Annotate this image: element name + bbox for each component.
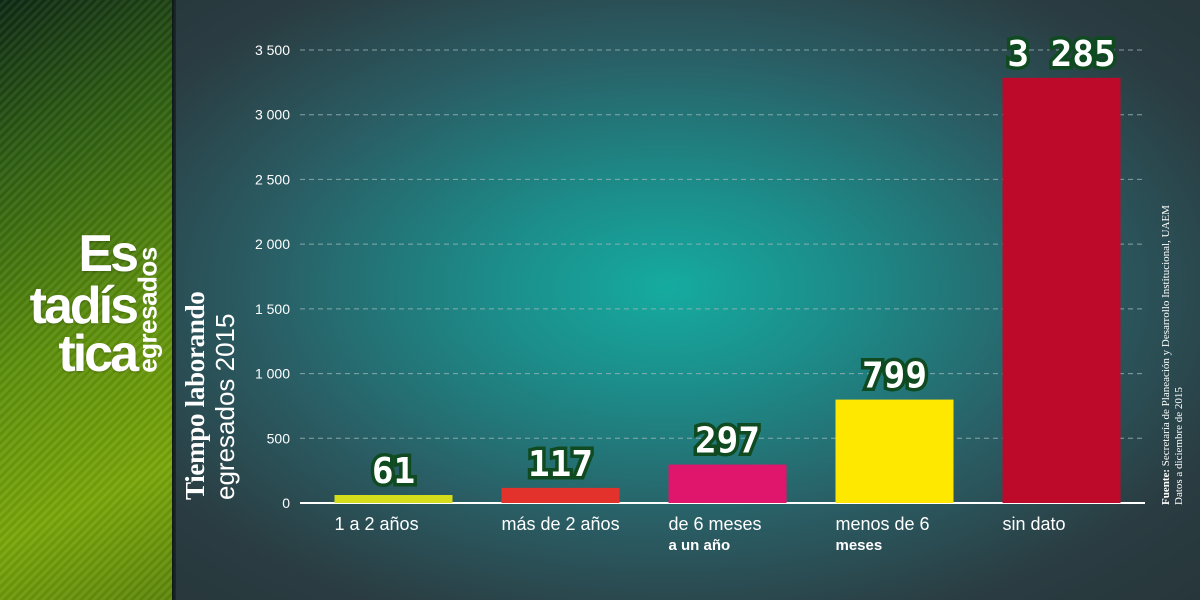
data-label: 61 [372,451,415,492]
y-axis-title-line-1: Tiempo laborando [180,291,210,501]
category-label: sin dato [1003,514,1066,534]
bar [1002,77,1121,503]
y-tick-label: 2 500 [255,171,290,187]
bar [334,495,453,503]
category-label: de 6 meses [669,514,762,534]
y-axis-title: Tiempo laborando egresados 2015 [180,292,240,501]
logo-line-3: tica [58,325,139,383]
category-label-line-2: meses [836,537,883,554]
logo-line-2: tadís [29,277,139,335]
category-label: 1 a 2 años [335,514,419,534]
y-tick-label: 3 500 [255,42,290,58]
source-label: Fuente: [1160,468,1172,505]
source-text: Secretaría de Planeación y Desarrollo In… [1160,205,1172,467]
data-label: 3 285 [1007,34,1115,75]
category-label-line-2: a un año [669,537,731,554]
sidebar-edge-shadow [172,0,176,600]
bar [501,487,620,503]
data-label: 297 [695,421,760,462]
y-tick-label: 1 500 [255,301,290,317]
y-tick-label: 500 [267,430,291,446]
data-label: 117 [528,444,593,485]
category-label: más de 2 años [502,514,620,534]
y-tick-label: 2 000 [255,236,290,252]
source-note: Fuente: Secretaría de Planeación y Desar… [1160,205,1186,505]
bar [835,399,954,503]
y-axis-title-line-2: egresados 2015 [210,313,240,500]
y-tick-label: 3 000 [255,107,290,123]
y-tick-label: 1 000 [255,366,290,382]
source-date: Datos a diciembre de 2015 [1173,387,1185,505]
category-label: menos de 6 [836,514,930,534]
sidebar-panel: Es tadís tica egresados [0,0,172,600]
y-tick-label: 0 [282,495,290,511]
data-label: 799 [862,356,927,397]
bar [668,464,787,503]
logo-line-1: Es [78,225,139,283]
